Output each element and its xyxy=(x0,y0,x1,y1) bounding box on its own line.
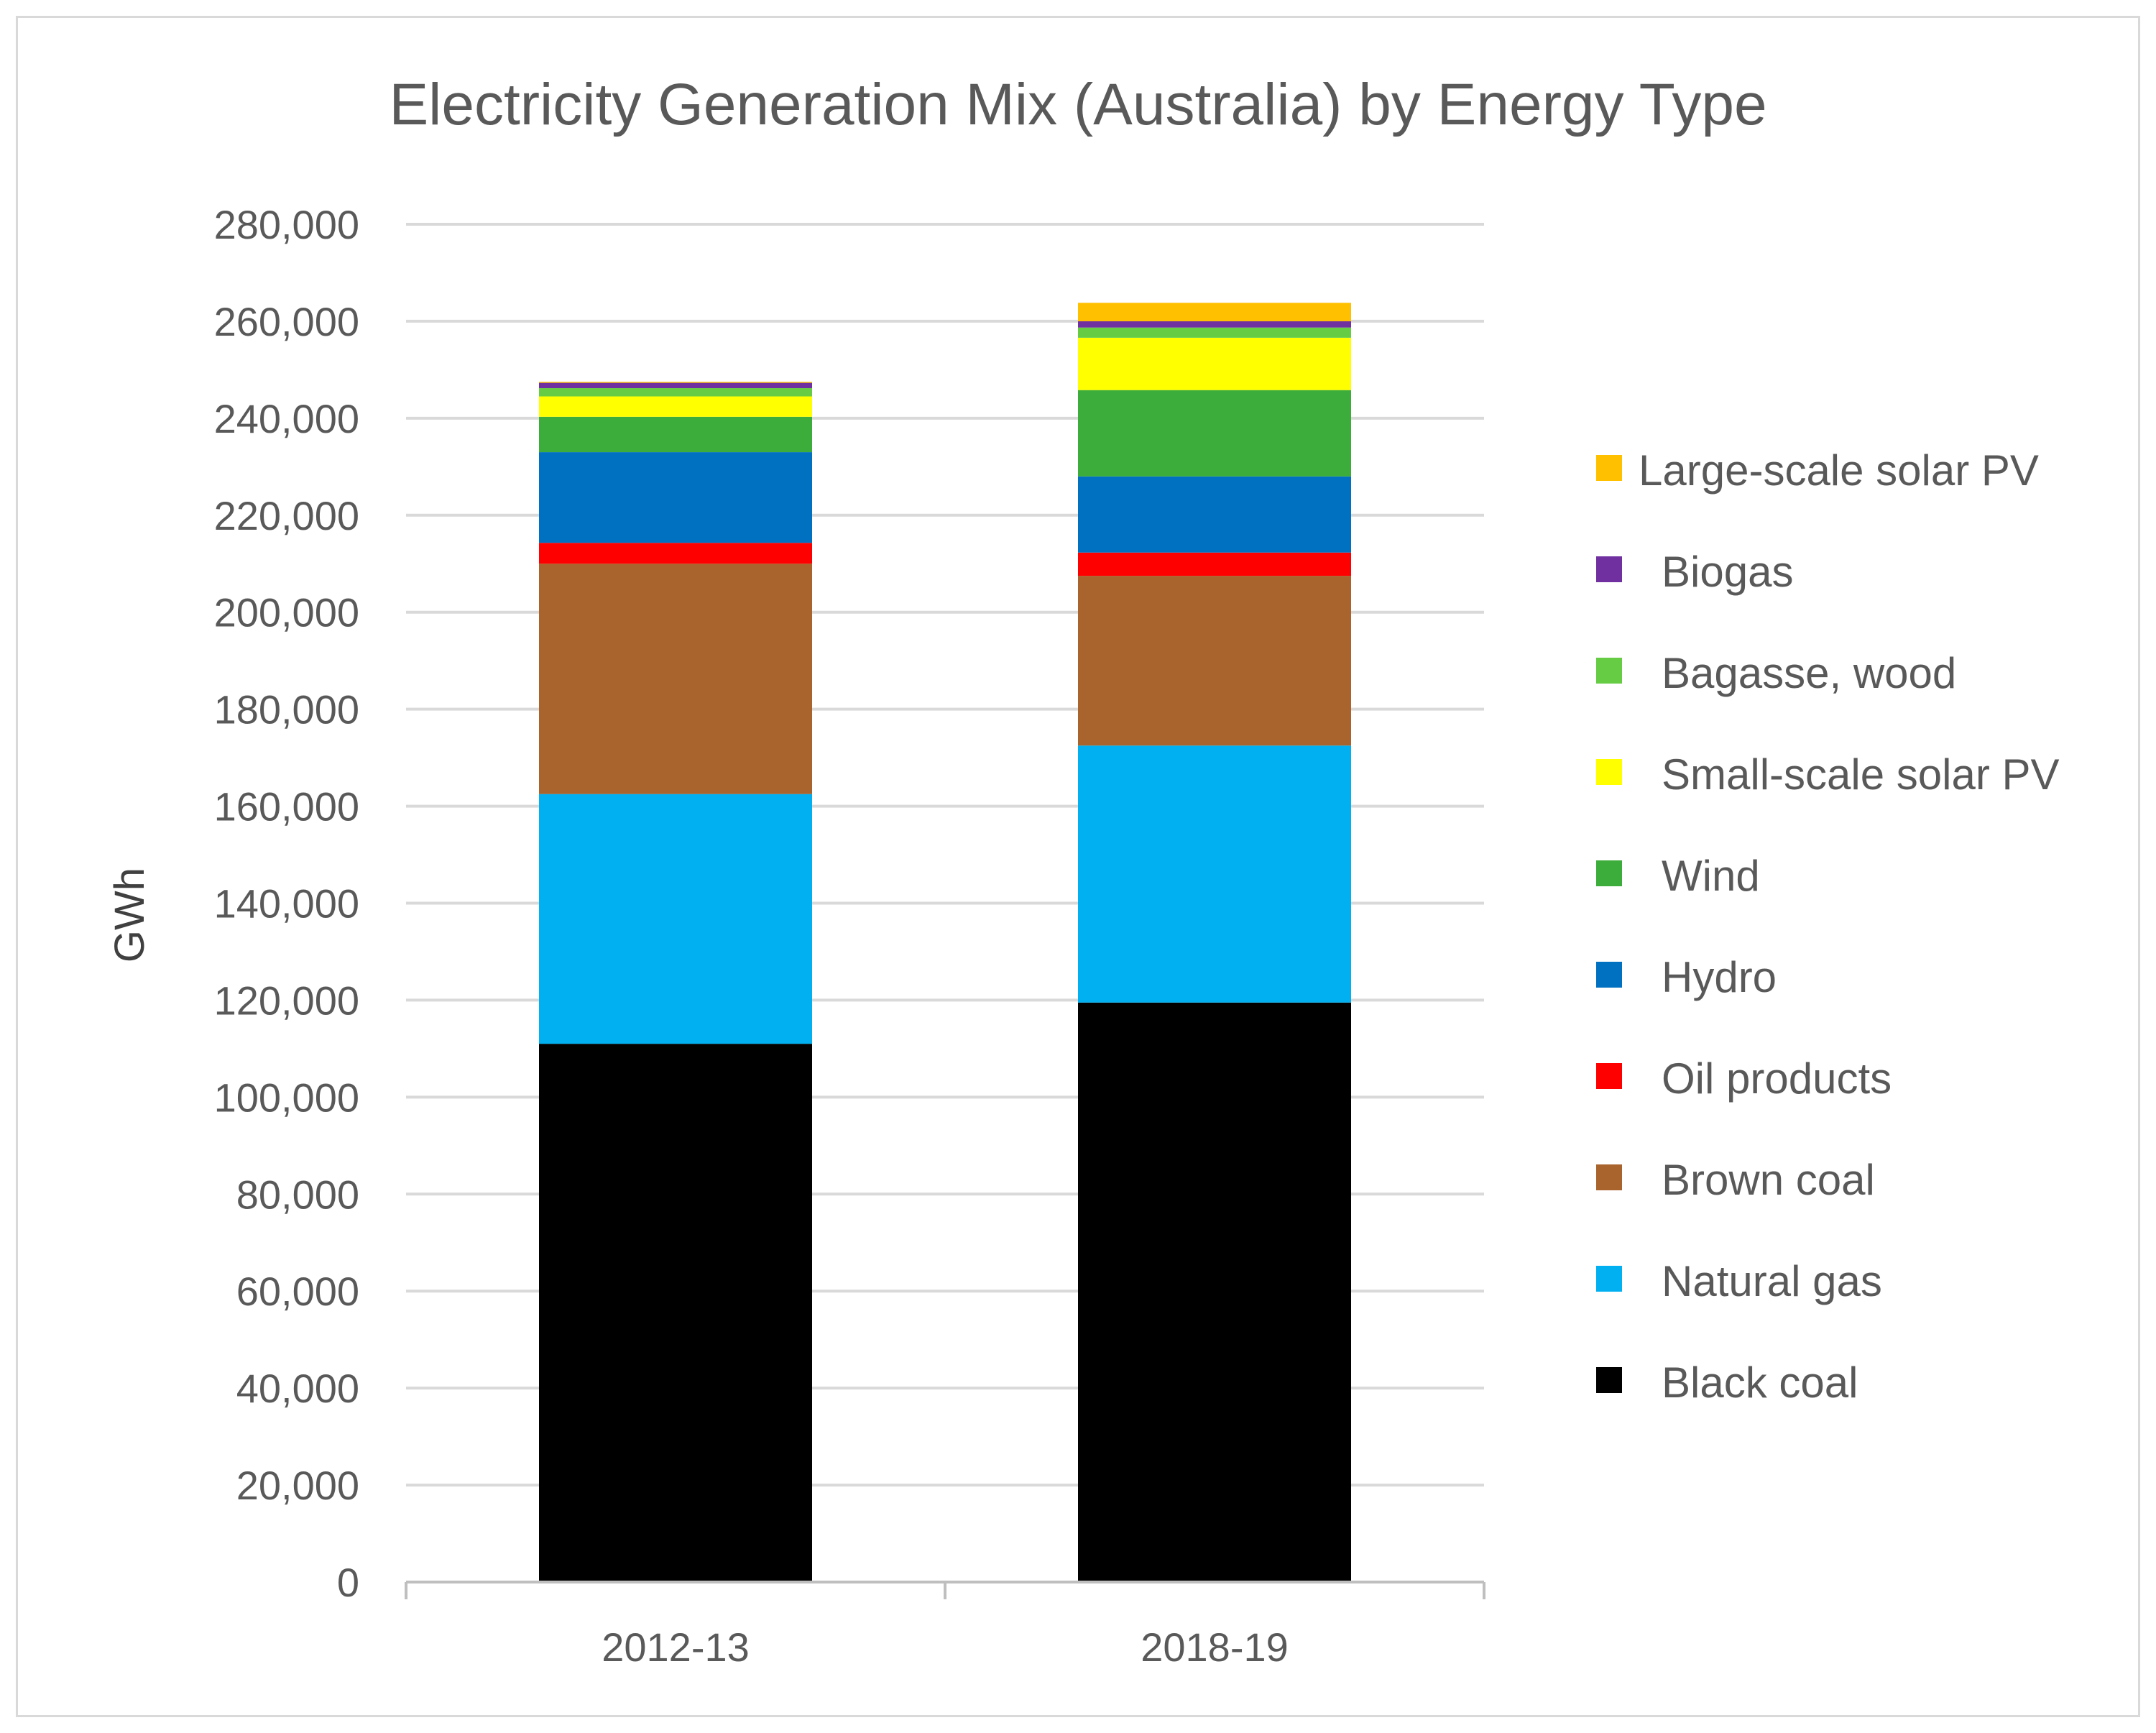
legend-label: Oil products xyxy=(1662,1054,1892,1103)
y-tick-label: 60,000 xyxy=(236,1269,359,1314)
chart-frame: Electricity Generation Mix (Australia) b… xyxy=(16,16,2140,1717)
chart-title: Electricity Generation Mix (Australia) b… xyxy=(389,72,1766,137)
y-tick-label: 20,000 xyxy=(236,1463,359,1508)
bar-segment-large-scale-solar-pv-2018-19 xyxy=(1078,303,1351,321)
bar-segment-bagasse-wood-2018-19 xyxy=(1078,327,1351,338)
y-tick-label: 40,000 xyxy=(236,1366,359,1411)
bar-segment-biogas-2018-19 xyxy=(1078,321,1351,328)
y-axis-title: GWh xyxy=(106,868,153,962)
legend-label: Wind xyxy=(1662,852,1760,900)
legend-swatch xyxy=(1596,1063,1622,1089)
legend-swatch xyxy=(1596,1164,1622,1190)
bar-segment-bagasse-wood-2012-13 xyxy=(539,388,812,397)
legend-swatch xyxy=(1596,1266,1622,1292)
legend-swatch xyxy=(1596,759,1622,785)
x-tick-label: 2018-19 xyxy=(1141,1624,1289,1670)
legend-label: Large-scale solar PV xyxy=(1639,446,2039,495)
bar-segment-wind-2018-19 xyxy=(1078,390,1351,477)
bar-segment-black-coal-2012-13 xyxy=(539,1044,812,1582)
y-tick-label: 260,000 xyxy=(214,299,359,344)
bar-segment-natural-gas-2012-13 xyxy=(539,794,812,1044)
y-tick-label: 220,000 xyxy=(214,493,359,538)
bar-segment-oil-products-2012-13 xyxy=(539,543,812,564)
y-tick-label: 240,000 xyxy=(214,396,359,441)
legend-swatch xyxy=(1596,1367,1622,1393)
legend-label: Biogas xyxy=(1662,548,1793,596)
bar-segment-biogas-2012-13 xyxy=(539,382,812,389)
bar-segment-hydro-2012-13 xyxy=(539,452,812,543)
y-tick-label: 280,000 xyxy=(214,202,359,247)
legend-label: Hydro xyxy=(1662,953,1777,1001)
bar-segment-brown-coal-2012-13 xyxy=(539,564,812,794)
legend-swatch xyxy=(1596,556,1622,582)
legend-swatch xyxy=(1596,962,1622,988)
bar-segment-hydro-2018-19 xyxy=(1078,476,1351,553)
legend-swatch xyxy=(1596,860,1622,886)
stacked-bar-chart: Electricity Generation Mix (Australia) b… xyxy=(106,72,2060,1670)
legend-label: Black coal xyxy=(1662,1359,1858,1407)
y-tick-label: 160,000 xyxy=(214,784,359,829)
bar-segment-small-scale-solar-pv-2012-13 xyxy=(539,396,812,417)
axes: 0 20,000 40,000 60,000 80,000 100,000 120,000 1… xyxy=(214,202,1485,1670)
bar-segment-natural-gas-2018-19 xyxy=(1078,745,1351,1003)
legend-label: Small-scale solar PV xyxy=(1662,750,2060,799)
bar-segment-brown-coal-2018-19 xyxy=(1078,576,1351,746)
legend-swatch xyxy=(1596,455,1622,481)
y-tick-label: 120,000 xyxy=(214,978,359,1023)
y-tick-label: 0 xyxy=(337,1560,359,1605)
bar-segment-oil-products-2018-19 xyxy=(1078,552,1351,576)
legend-label: Brown coal xyxy=(1662,1156,1875,1204)
y-tick-label: 200,000 xyxy=(214,590,359,635)
legend: Large-scale solar PV Biogas Bagasse, wood S… xyxy=(1596,446,2060,1407)
legend-label: Natural gas xyxy=(1662,1257,1882,1305)
y-tick-label: 100,000 xyxy=(214,1075,359,1120)
bar-segment-wind-2012-13 xyxy=(539,416,812,453)
y-tick-label: 80,000 xyxy=(236,1172,359,1217)
bar-segment-small-scale-solar-pv-2018-19 xyxy=(1078,337,1351,390)
legend-swatch xyxy=(1596,658,1622,684)
x-tick-label: 2012-13 xyxy=(602,1624,750,1670)
bars xyxy=(539,303,1351,1582)
y-tick-label: 140,000 xyxy=(214,881,359,927)
legend-label: Bagasse, wood xyxy=(1662,649,1956,697)
bar-segment-black-coal-2018-19 xyxy=(1078,1002,1351,1582)
y-tick-label: 180,000 xyxy=(214,687,359,732)
